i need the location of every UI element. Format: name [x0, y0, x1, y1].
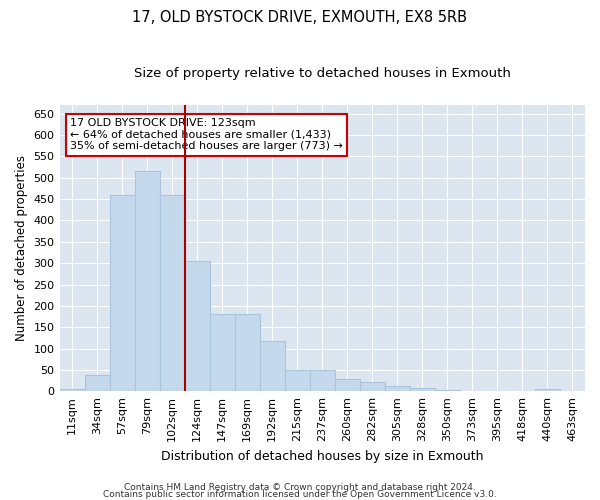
Text: Contains HM Land Registry data © Crown copyright and database right 2024.: Contains HM Land Registry data © Crown c…: [124, 484, 476, 492]
Bar: [310, 370, 335, 391]
Bar: [385, 386, 410, 391]
Bar: [360, 382, 385, 391]
Text: Contains public sector information licensed under the Open Government Licence v3: Contains public sector information licen…: [103, 490, 497, 499]
Bar: [59, 389, 85, 391]
Bar: [209, 314, 235, 391]
Bar: [335, 379, 360, 391]
Bar: [410, 388, 435, 391]
Bar: [160, 195, 185, 391]
Bar: [435, 390, 460, 391]
Title: Size of property relative to detached houses in Exmouth: Size of property relative to detached ho…: [134, 68, 511, 80]
Bar: [285, 370, 310, 391]
Bar: [535, 389, 560, 391]
Text: 17 OLD BYSTOCK DRIVE: 123sqm
← 64% of detached houses are smaller (1,433)
35% of: 17 OLD BYSTOCK DRIVE: 123sqm ← 64% of de…: [70, 118, 343, 152]
Bar: [85, 376, 110, 391]
Bar: [185, 261, 209, 391]
Bar: [134, 172, 160, 391]
Text: 17, OLD BYSTOCK DRIVE, EXMOUTH, EX8 5RB: 17, OLD BYSTOCK DRIVE, EXMOUTH, EX8 5RB: [133, 10, 467, 25]
Y-axis label: Number of detached properties: Number of detached properties: [15, 155, 28, 341]
Bar: [260, 341, 285, 391]
X-axis label: Distribution of detached houses by size in Exmouth: Distribution of detached houses by size …: [161, 450, 484, 462]
Bar: [110, 195, 134, 391]
Bar: [235, 314, 260, 391]
